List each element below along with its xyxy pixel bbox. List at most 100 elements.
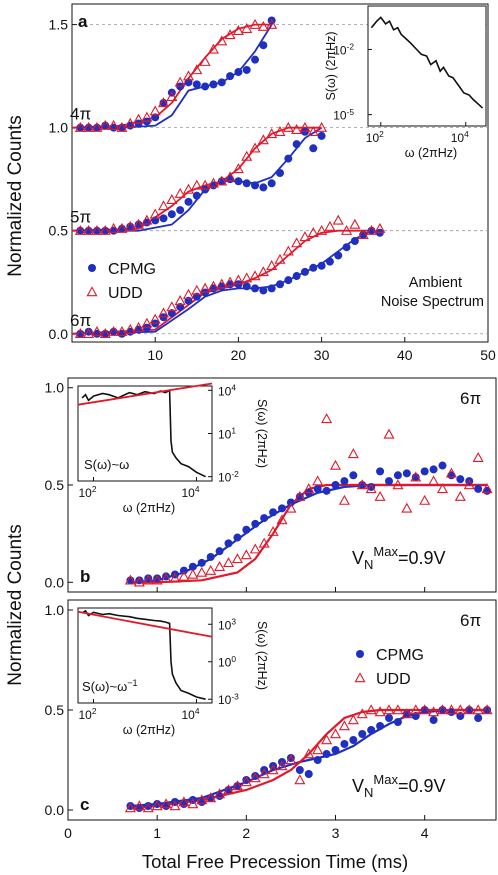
udd-point <box>99 224 111 235</box>
udd-point <box>133 321 145 332</box>
udd-point <box>91 325 103 336</box>
udd-point <box>187 568 199 579</box>
udd-point <box>282 121 294 132</box>
udd-point <box>116 222 128 233</box>
x-tick-label: 3 <box>332 825 340 841</box>
udd-point <box>116 121 128 132</box>
cpmg-point <box>267 284 276 293</box>
inset-b-xlabel: ω (2πHz) <box>123 501 175 515</box>
cpmg-point <box>278 504 286 513</box>
cpmg-point <box>92 329 101 338</box>
cpmg-point <box>340 477 349 486</box>
udd-point <box>349 218 361 229</box>
udd-point <box>463 704 475 715</box>
cpmg-point <box>251 55 260 64</box>
x-tick-label: 4 <box>421 825 429 841</box>
cpmg-point <box>393 718 402 726</box>
udd-point <box>133 576 145 587</box>
inset-b-y-tick-label: 101 <box>218 426 236 442</box>
cpmg-point <box>126 121 135 130</box>
cpmg-point <box>331 481 340 489</box>
cpmg-point <box>447 471 456 480</box>
udd-point <box>191 64 203 75</box>
plot-frame-a <box>71 3 489 343</box>
inset-b-x-tick-label: 102 <box>78 484 96 500</box>
udd-point <box>83 328 95 338</box>
cpmg-point <box>142 218 151 227</box>
udd-point <box>160 798 172 809</box>
udd-point <box>74 121 86 132</box>
udd-point <box>445 467 457 478</box>
y-axis-label-bottom: Normalized Counts <box>5 524 26 686</box>
udd-point <box>249 18 261 29</box>
udd-point <box>216 278 228 289</box>
udd-point <box>428 475 440 486</box>
group-label: 6π <box>460 389 481 408</box>
udd-point <box>428 706 440 717</box>
inset-a-y-tick-label: 10-5 <box>333 107 354 123</box>
udd-point <box>141 317 153 328</box>
cpmg-point <box>474 484 483 493</box>
x-axis-label: Total Free Precession Time (ms) <box>142 851 408 872</box>
cpmg-point <box>376 722 385 730</box>
udd-point <box>258 537 270 548</box>
cpmg-point <box>342 243 351 252</box>
cpmg-point <box>438 461 447 470</box>
panel-a: 0.0 0.5 1.0 1.5 10 20 30 40 50 a 4π 5π 6π CPMG UDD Ambi… <box>49 3 496 363</box>
udd-point <box>257 266 269 277</box>
udd-point <box>374 706 386 717</box>
cpmg-point <box>188 562 197 571</box>
udd-point <box>182 288 195 299</box>
legend-udd-marker <box>86 286 98 297</box>
udd-point <box>169 572 181 583</box>
inset-b-law-label: S(ω)~ω <box>84 457 129 472</box>
cpmg-point <box>109 226 118 235</box>
udd-point <box>249 270 261 281</box>
udd-point <box>108 325 120 336</box>
udd-point <box>258 768 270 779</box>
udd-point <box>91 121 103 132</box>
x-tick-label: 0 <box>64 825 72 841</box>
inset-c-y-tick-label: 100 <box>218 654 236 670</box>
cpmg-point <box>402 469 411 478</box>
udd-point <box>338 720 350 731</box>
y-axis-label-top: Normalized Counts <box>5 115 26 277</box>
y-tick-label: 1.0 <box>45 602 65 618</box>
panel-label: b <box>80 567 90 586</box>
cpmg-point <box>215 547 224 556</box>
udd-point <box>347 448 359 459</box>
cpmg-point <box>292 272 301 281</box>
udd-point <box>294 774 306 785</box>
cpmg-point <box>309 144 318 153</box>
fit-curve <box>71 229 372 335</box>
udd-point <box>291 237 303 248</box>
udd-point <box>231 553 243 564</box>
y-tick-label: 1.0 <box>45 380 65 396</box>
udd-point <box>83 121 95 132</box>
fit-curve <box>72 126 323 232</box>
legend-cpmg-label: CPMG <box>376 647 424 664</box>
udd-point <box>274 253 286 264</box>
udd-point <box>249 142 261 153</box>
x-tick-label: 30 <box>314 347 330 363</box>
udd-point <box>392 704 404 715</box>
y-tick-label: 0.5 <box>45 477 65 493</box>
udd-point <box>108 222 120 233</box>
cpmg-point <box>134 325 143 334</box>
inset-c-spectrum <box>81 609 206 700</box>
udd-point <box>149 208 161 219</box>
cpmg-point <box>251 284 260 293</box>
cpmg-point <box>340 740 349 748</box>
cpmg-point <box>117 329 126 338</box>
udd-point <box>445 704 457 715</box>
udd-point <box>374 490 386 501</box>
udd-point <box>142 574 154 585</box>
cpmg-point <box>474 714 483 722</box>
udd-point <box>356 708 368 719</box>
inset-a-y-tick-label: 10-2 <box>333 42 354 58</box>
cpmg-point <box>162 802 171 810</box>
udd-point <box>392 479 404 490</box>
udd-point <box>410 704 422 715</box>
udd-point <box>303 748 315 759</box>
group-label: 6π <box>70 311 91 330</box>
